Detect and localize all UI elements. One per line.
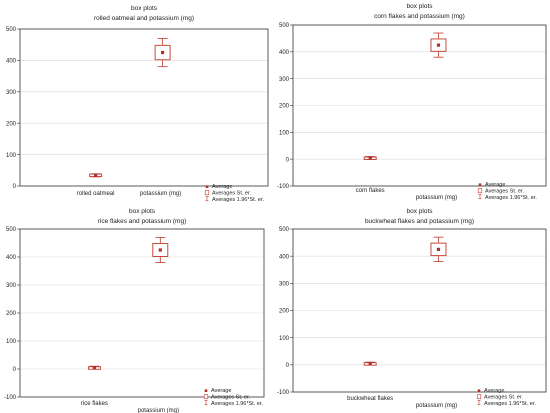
box-plot-food	[363, 361, 377, 366]
chart-subtitle: rolled oatmeal and potassium (mg)	[94, 15, 194, 22]
box-plot-potassium	[430, 32, 447, 58]
mean-marker	[94, 173, 98, 177]
y-tick-label: 300	[6, 283, 17, 289]
mean-marker	[436, 247, 441, 251]
y-tick-label: 0	[13, 184, 17, 190]
legend-ci-label: Averages 1.96*St. er.	[484, 401, 536, 407]
x-category-label: rice flakes	[81, 401, 108, 407]
y-tick-label: 100	[279, 336, 290, 342]
legend-se-box-icon	[477, 188, 483, 194]
plot-frame	[19, 228, 265, 398]
plot-frame	[19, 28, 269, 187]
y-tick-label: 400	[279, 50, 290, 56]
y-tick-label: 200	[6, 311, 17, 317]
mean-marker	[158, 248, 162, 252]
y-tick-label: 0	[286, 157, 290, 163]
x-category-label: buckwheat flakes	[347, 396, 393, 402]
mean-marker	[436, 43, 441, 47]
box-plot-food	[363, 156, 377, 160]
mean-marker	[161, 50, 165, 55]
chart-subtitle: corn flakes and potassium (mg)	[374, 13, 465, 20]
x-category-label: potassium (mg)	[416, 403, 457, 409]
box-plot-potassium	[152, 236, 169, 264]
chart-title: box plots	[406, 3, 433, 10]
chart-title: box plots	[129, 208, 156, 215]
x-category-label: corn flakes	[356, 188, 385, 194]
y-tick-label: 500	[279, 227, 290, 233]
legend-average-marker	[204, 389, 208, 392]
legend-se-label: Averages St. er.	[485, 189, 525, 195]
box-plot-food	[89, 173, 103, 178]
x-category-label: potassium (mg)	[416, 195, 457, 201]
y-tick-label: 400	[279, 254, 290, 260]
plot-frame	[292, 228, 547, 393]
legend-se-label: Averages St. er.	[484, 395, 524, 401]
legend-ci-label: Averages 1.96*St. er.	[211, 401, 263, 407]
x-category-label: rolled oatmeal	[77, 191, 115, 197]
y-tick-label: -100	[4, 395, 17, 401]
legend-se-box-icon	[203, 394, 209, 400]
mean-marker	[92, 366, 97, 370]
y-tick-label: 400	[6, 59, 17, 65]
mean-marker	[368, 156, 372, 160]
y-tick-label: 300	[279, 282, 290, 288]
y-tick-label: 100	[6, 153, 17, 159]
chart-subtitle: rice flakes and potassium (mg)	[98, 218, 187, 225]
legend-se-box-icon	[476, 394, 482, 400]
y-tick-label: 100	[279, 131, 290, 137]
legend-average-label: Average	[211, 388, 231, 394]
legend-se-box-icon	[204, 190, 210, 196]
legend-average-label: Average	[212, 184, 232, 190]
y-tick-label: 0	[286, 363, 290, 369]
legend-average-label: Average	[484, 388, 504, 394]
legend-average-marker	[478, 183, 482, 186]
plot-frame	[292, 24, 547, 187]
box-plot-potassium	[154, 38, 171, 68]
mean-marker	[368, 361, 372, 366]
legend-se-label: Averages St. er.	[211, 395, 251, 401]
legend-average-marker	[477, 389, 481, 392]
chart-title: box plots	[131, 5, 158, 12]
y-tick-label: 0	[13, 367, 17, 373]
legend-average-marker	[205, 185, 209, 188]
y-tick-label: 200	[279, 104, 290, 110]
y-tick-label: 400	[6, 255, 17, 261]
y-tick-label: 500	[6, 227, 17, 233]
y-tick-label: 300	[279, 77, 290, 83]
legend-average-label: Average	[485, 182, 505, 188]
legend-ci-label: Averages 1.96*St. er.	[485, 195, 537, 201]
y-tick-label: -100	[277, 390, 290, 396]
legend-se-label: Averages St. er.	[212, 191, 252, 197]
chart-title: box plots	[406, 208, 433, 215]
y-tick-label: 100	[6, 339, 17, 345]
y-tick-label: 200	[279, 309, 290, 315]
legend-ci-label: Averages 1.96*St. er.	[212, 197, 264, 203]
box-plot-food	[87, 365, 101, 370]
y-tick-label: 200	[6, 121, 17, 127]
y-tick-label: 500	[279, 23, 290, 29]
x-category-label: potassium (mg)	[140, 191, 181, 197]
y-tick-label: 500	[6, 27, 17, 33]
x-category-label: potassium (mg)	[138, 408, 179, 413]
y-tick-label: 300	[6, 90, 17, 96]
box-plot-potassium	[430, 236, 447, 263]
chart-subtitle: buckwheat flakes and potassium (mg)	[365, 218, 474, 225]
y-tick-label: -100	[277, 184, 290, 190]
